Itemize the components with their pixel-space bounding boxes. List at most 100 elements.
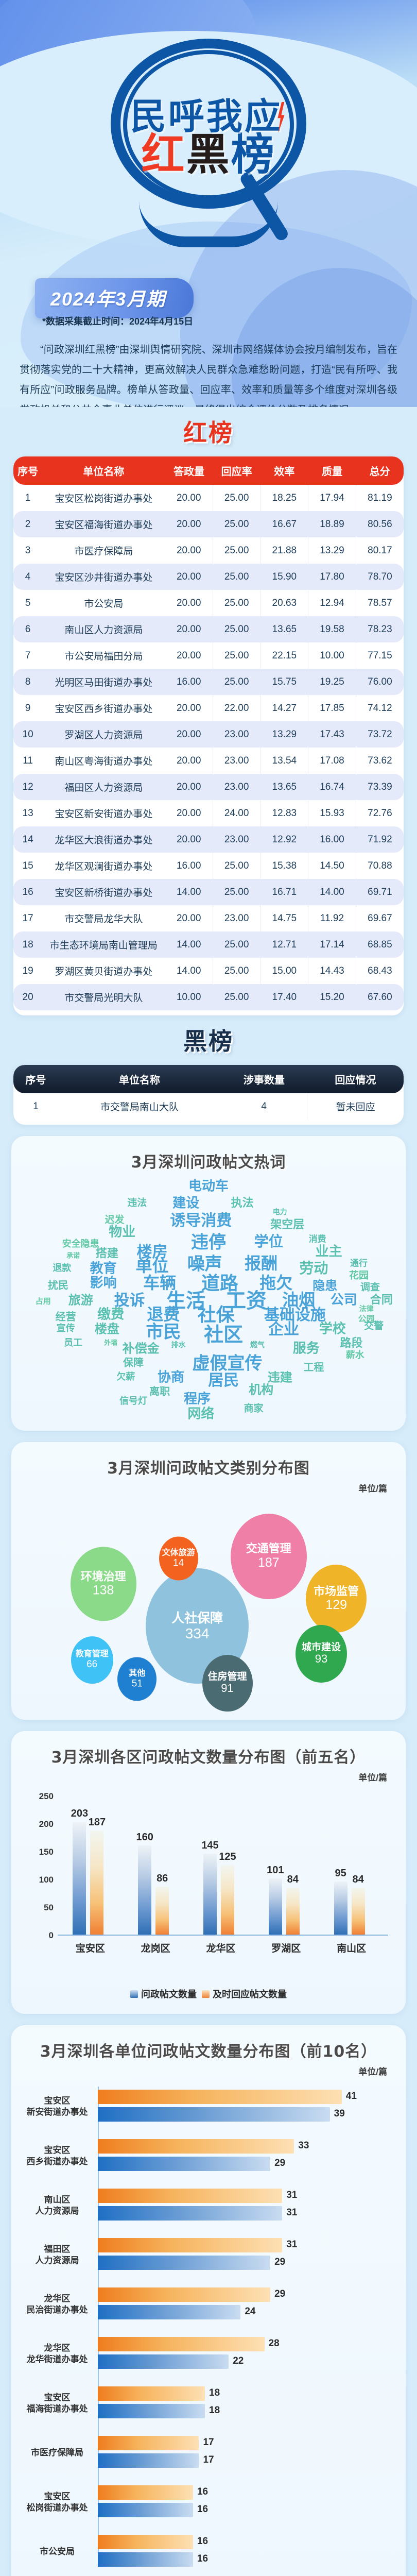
bar-posts [73,1821,86,1935]
table-cell: 69.71 [356,879,404,905]
table-row: 17 市交警局龙华大队 20.00 23.00 14.75 11.92 69.67 [13,905,404,931]
hbar-row: 福田区 人力资源局 31 29 [36,2235,396,2275]
table-cell: 20 [13,984,43,1010]
hbar-posts [98,2189,283,2203]
hbar-label: 龙华区 民治街道办事处 [26,2293,88,2315]
hbar-value-label: 29 [274,2257,286,2267]
wordcloud-word: 迟发 [105,1214,125,1226]
legend-label-posts: 问政帖文数量 [141,1989,197,1999]
hbar-value-label: 31 [286,2239,298,2250]
hbar-row: 市公安局 16 16 [40,2532,396,2572]
table-cell: 8 [13,669,43,695]
col-involved-count: 涉事数量 [243,1075,285,1086]
table-cell: 15 [22,860,33,871]
unit-chart-unit: 单位/篇 [358,2067,387,2077]
table-row: 12 福田区人力资源局 20.00 23.00 13.65 16.74 73.39 [13,774,404,800]
table-cell: 17.85 [308,695,356,721]
black-list-table: 序号 单位名称 涉事数量 回应情况 1 市交警局南山大队 4 暂未回应 [13,1065,404,1120]
hbar-value-label: 31 [286,2207,298,2218]
table-row: 9 宝安区西乡街道办事处 20.00 22.00 14.27 17.85 74.12 [13,695,404,721]
bar-replies [155,1887,169,1935]
black-list-banner: 黑榜 [0,1023,417,1057]
table-cell: 23.00 [213,774,261,800]
hbar-replies [98,2157,271,2171]
table-cell: 12 [13,774,43,800]
wordcloud-word: 网络 [187,1406,215,1422]
wordcloud-word: 教育 [90,1261,117,1277]
hbar-row: 龙华区 龙华街道办事处 28 22 [27,2334,396,2374]
wordcloud-word: 搭建 [95,1247,118,1261]
wordcloud-word: 隐患 [312,1278,338,1293]
red-list-body: 1 宝安区松岗街道办事处 20.00 25.00 18.25 17.94 81.19 2 宝安区… [13,485,404,1010]
table-cell: 14.27 [260,695,309,721]
wordcloud-word: 花园 [349,1269,369,1281]
x-tick-label: 龙华区 [206,1943,236,1954]
table-cell: 20.63 [260,590,309,616]
col-quality: 质量 [321,466,342,478]
hbar-replies [98,2453,199,2468]
bubble-chart-unit: 单位/篇 [358,1484,387,1494]
table-cell: 76.00 [356,669,404,695]
wordcloud-word: 薪水 [345,1349,364,1361]
hbar-value-label: 28 [268,2338,280,2349]
black-list-banner-label: 黑榜 [183,1027,234,1055]
table-cell: 20.00 [165,905,213,931]
col-answer-count: 答政量 [173,466,204,478]
table-cell: 68.43 [368,965,392,976]
table-cell: 77.15 [368,650,392,661]
unit-horizontal-bars: 宝安区 新安街道办事处 41 39 宝安区 西乡街道办事处 33 29 南山区 人力资源局 31 31… [21,2087,396,2572]
table-row: 8 光明区马田街道办事处 16.00 25.00 15.75 19.25 76.00 [13,669,404,695]
wordcloud-word: 劳动 [299,1259,328,1277]
bubble-value: 129 [325,1598,348,1613]
bubble-value: 91 [221,1682,234,1695]
table-cell: 23.00 [213,721,261,748]
table-cell: 龙华区大浪街道办事处 [42,826,165,853]
wordcloud-card: 3月深圳问政帖文热词 电动车 违法 建设 执法 迟发 诱导消费 电力 架空层 物业 安全隐患 违停学… [11,1136,406,1431]
wordcloud-word: 欠薪 [116,1371,135,1383]
col-unit-name: 单位名称 [83,466,125,478]
table-cell: 17.40 [260,984,309,1010]
bubble-value: 66 [86,1659,98,1670]
hbar-row: 宝安区 松岗街道办事处 16 16 [27,2482,396,2522]
table-cell: 23.00 [213,748,261,774]
bubble-value: 93 [315,1652,328,1665]
hbar-replies [98,2552,193,2567]
col-efficiency: 效率 [274,466,295,478]
table-cell: 宝安区新安街道办事处 [55,809,153,820]
wordcloud-word: 协商 [157,1369,185,1385]
table-cell: 市公安局 [84,599,124,609]
table-cell: 19.58 [308,616,356,642]
hbar-value-label: 16 [197,2486,208,2497]
table-cell: 25.00 [213,616,261,642]
table-cell: 78.23 [356,616,404,642]
table-cell: 14.00 [165,879,213,905]
y-axis: 0 50 100 150 200 250 [28,1791,57,1940]
wordcloud-word: 楼房 [136,1243,168,1261]
hbar-row: 南山区 人力资源局 31 31 [36,2185,396,2226]
wordcloud-word: 通行 [350,1258,368,1269]
hbar-value-label: 29 [274,2289,286,2299]
y-tick-label: 150 [39,1847,54,1857]
hero-title-black: 黑 [186,129,231,180]
table-cell: 25.00 [213,669,261,695]
x-tick-label: 罗湖区 [271,1943,301,1954]
hbar-label: 宝安区 松岗街道办事处 [26,2491,88,2513]
table-cell: 18.25 [260,485,309,511]
wordcloud-word: 虚假宣传 [192,1353,263,1374]
table-row: 2 宝安区福海街道办事处 20.00 25.00 16.67 18.89 80.56 [13,511,404,537]
bubble-交通管理: 交通管理 187 [230,1514,307,1599]
table-cell: 17.14 [308,931,356,958]
table-cell: 69.67 [368,912,392,924]
table-row: 19 罗湖区黄贝街道办事处 14.00 25.00 15.00 14.43 68.43 [13,958,404,984]
hbar-posts [98,2485,193,2500]
table-cell: 10.00 [308,642,356,669]
hbar-posts [98,2535,193,2549]
table-cell: 14 [13,826,43,853]
table-cell: 15.20 [308,984,356,1010]
hbar-value-label: 24 [245,2306,256,2317]
table-cell: 12.92 [260,826,309,853]
bar-posts [268,1878,282,1935]
hbar-label: 福田区 人力资源局 [35,2244,79,2265]
hbar-replies [98,2354,229,2369]
table-cell: 10 [13,721,43,748]
